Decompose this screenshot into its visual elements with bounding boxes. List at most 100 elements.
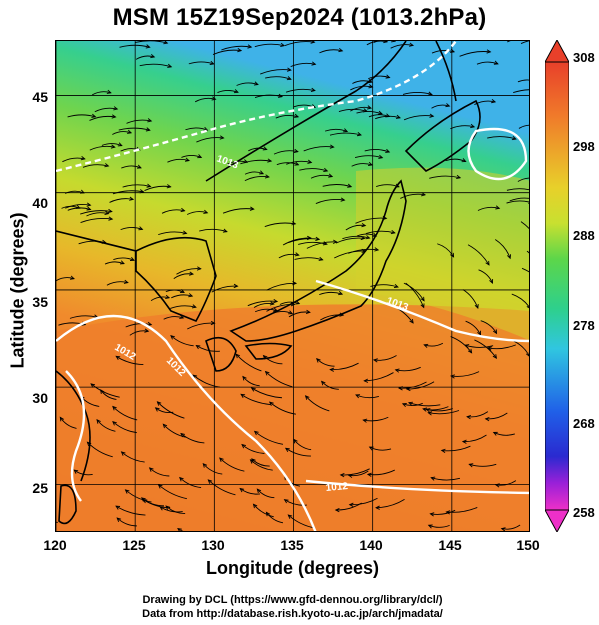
wind-arrowhead — [329, 367, 335, 372]
wind-arrowhead — [222, 228, 228, 233]
wind-streamline — [242, 376, 260, 387]
wind-streamline — [266, 303, 295, 312]
wind-arrowhead — [233, 89, 239, 94]
wind-streamline — [355, 394, 380, 399]
wind-arrowhead — [196, 266, 202, 271]
wind-arrowhead — [485, 260, 490, 266]
wind-arrowhead — [347, 183, 353, 188]
wind-arrowhead — [145, 44, 151, 49]
wind-arrowhead — [486, 49, 492, 54]
wind-streamline — [199, 228, 228, 233]
wind-streamline — [254, 94, 283, 98]
wind-streamline — [437, 243, 454, 258]
wind-streamline — [310, 174, 333, 179]
wind-arrowhead — [328, 173, 334, 178]
wind-arrowhead — [440, 448, 446, 453]
wind-arrowhead — [86, 441, 92, 447]
wind-arrowhead — [467, 348, 473, 354]
wind-arrowhead — [264, 174, 270, 179]
wind-arrowhead — [267, 158, 273, 163]
y-tick-label: 30 — [32, 390, 48, 406]
wind-arrowhead — [339, 473, 345, 478]
wind-streamline — [285, 88, 315, 93]
wind-arrowhead — [420, 303, 425, 309]
wind-arrowhead — [385, 148, 391, 153]
wind-arrowhead — [148, 467, 154, 472]
wind-arrowhead — [429, 113, 435, 118]
credit-data-source: Data from http://database.rish.kyoto-u.a… — [142, 608, 443, 620]
wind-streamline — [290, 62, 316, 68]
wind-arrowhead — [492, 431, 498, 436]
wind-arrowhead — [251, 458, 256, 463]
wind-arrowhead — [334, 507, 340, 513]
wind-streamline — [208, 479, 236, 496]
wind-arrowhead — [139, 189, 145, 194]
wind-streamline — [441, 445, 471, 452]
wind-arrowhead — [367, 79, 373, 84]
wind-streamline — [373, 355, 397, 361]
wind-streamline — [324, 128, 348, 132]
wind-streamline — [165, 289, 185, 293]
wind-streamline — [373, 41, 380, 43]
wind-streamline — [345, 224, 366, 231]
wind-streamline — [194, 97, 216, 103]
wind-streamline — [493, 432, 515, 436]
wind-arrowhead — [96, 418, 101, 424]
wind-arrowhead — [79, 189, 85, 194]
wind-arrowhead — [365, 235, 371, 240]
wind-arrowhead — [233, 283, 239, 289]
wind-streamline — [170, 305, 197, 309]
wind-streamline — [476, 61, 499, 65]
wind-streamline — [275, 114, 299, 119]
wind-streamline — [430, 509, 456, 515]
wind-arrowhead — [184, 157, 190, 162]
wind-streamline — [352, 80, 373, 84]
hokkaido-coast — [404, 99, 481, 172]
wind-arrowhead — [391, 41, 397, 43]
wind-streamline — [506, 188, 529, 191]
wind-arrowhead — [377, 110, 383, 115]
wind-streamline — [294, 257, 323, 261]
wind-arrowhead — [104, 210, 110, 215]
wind-arrowhead — [112, 421, 117, 426]
wind-arrowhead — [116, 517, 122, 522]
wind-streamline — [253, 303, 274, 308]
wind-streamline — [293, 439, 312, 451]
wind-arrowhead — [292, 281, 298, 286]
wind-streamline — [423, 406, 449, 411]
wind-arrowhead — [262, 354, 268, 360]
wind-streamline — [369, 446, 392, 451]
wind-arrowhead — [104, 163, 110, 168]
wind-arrowhead — [368, 84, 374, 89]
wind-arrowhead — [167, 63, 173, 68]
wind-streamline — [459, 51, 491, 57]
wind-arrowhead — [288, 310, 294, 315]
wind-arrowhead — [409, 318, 414, 324]
wind-arrowhead — [273, 298, 279, 304]
wind-arrowhead — [307, 159, 313, 164]
wind-arrowhead — [422, 407, 428, 412]
wind-arrowhead — [80, 156, 86, 161]
wind-streamline — [467, 244, 490, 266]
wind-arrowhead — [203, 209, 209, 214]
wind-arrowhead — [323, 167, 329, 172]
wind-arrowhead — [75, 204, 81, 209]
x-tick-label: 120 — [43, 537, 67, 553]
wind-arrowhead — [219, 135, 225, 140]
wind-streamline — [254, 431, 284, 445]
wind-streamline — [279, 301, 300, 305]
wind-streamline — [94, 107, 118, 113]
wind-arrowhead — [367, 105, 373, 110]
wind-streamline — [474, 339, 497, 359]
wind-arrowhead — [182, 230, 188, 235]
wind-arrowhead — [129, 257, 135, 261]
wind-arrowhead — [252, 503, 258, 509]
wind-arrowhead — [310, 41, 316, 44]
wind-streamline — [139, 63, 172, 68]
wind-arrowhead — [117, 142, 123, 147]
wind-arrowhead — [138, 226, 144, 231]
map-plot-area[interactable]: 1012 1012 1012 1013 1013 — [55, 40, 530, 532]
wind-arrowhead — [295, 300, 301, 305]
wind-arrowhead — [506, 254, 512, 260]
wind-arrowhead — [113, 106, 119, 111]
